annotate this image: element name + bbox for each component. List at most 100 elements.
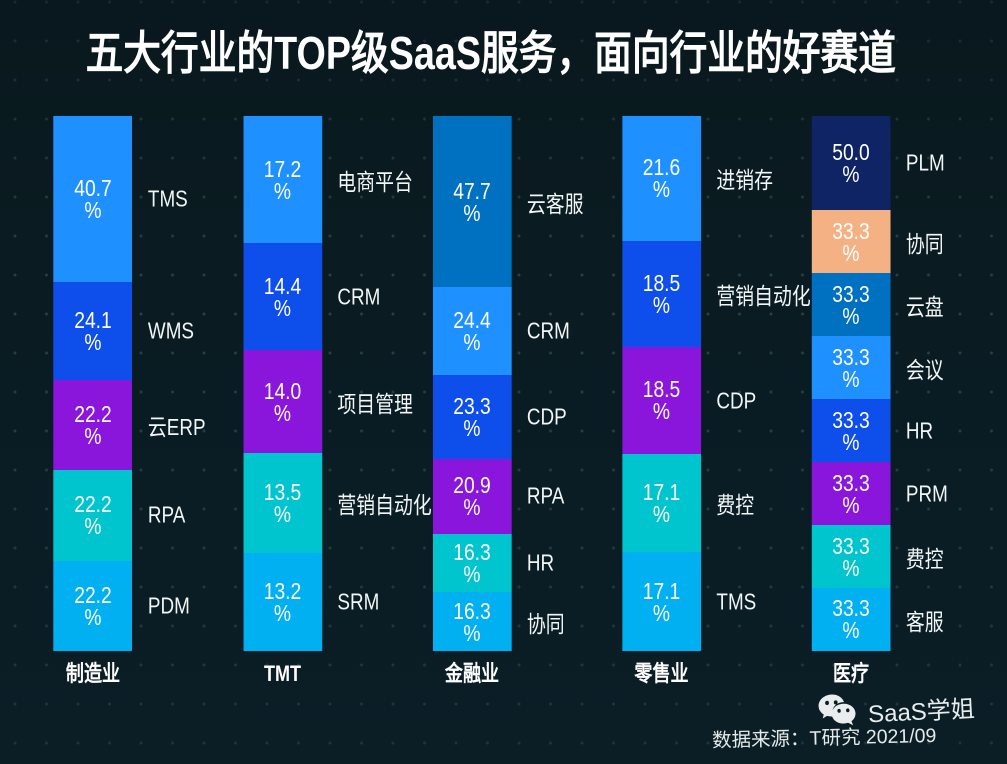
bar-segment-金融业-CRM: 24.4% [432,287,512,376]
segment-label-会议: 会议 [905,356,944,383]
bar-segment-医疗-会议: 33.3% [811,336,891,400]
segment-value: 33.3% [832,469,870,518]
segment-value: 33.3% [832,280,870,329]
segment-label-PLM: PLM [905,149,945,176]
bar-segment-金融业-云客服: 47.7% [432,116,512,288]
segment-label-TMS: TMS [716,588,757,615]
stacked-bar-制造业: 40.7% 24.1% 22.2% 22.2% 22.2% [53,116,133,651]
segment-label-CRM: CRM [526,317,570,344]
category-label-制造业: 制造业 [65,661,121,686]
segment-label-营销自动化: 营销自动化 [716,282,811,309]
segment-label-HR: HR [905,417,934,444]
segment-label-RPA: RPA [147,501,186,528]
segment-value: 22.2% [74,401,112,449]
watermark: SaaS学姐 [817,686,976,734]
stacked-bar-零售业: 21.6% 18.5% 18.5% 17.1% 17.1% [622,116,701,651]
bar-segment-零售业-进销存: 21.6% [622,116,701,241]
bar-segment-医疗-云盘: 33.3% [811,273,891,337]
segment-label-费控: 费控 [716,492,755,519]
category-label-金融业: 金融业 [444,661,500,686]
segment-label-协同: 协同 [526,610,565,637]
bar-segment-TMT-SRM: 13.2% [243,553,322,651]
segment-value: 14.0% [263,377,302,426]
segment-value: 22.2% [74,491,112,540]
segment-value: 33.3% [832,406,870,455]
page-title: 五大行业的TOP级SaaS服务，面向行业的好赛道 [85,27,896,79]
stacked-bar-金融业: 47.7% 24.4% 23.3% 20.9% 16.3% 16.3% [432,116,512,651]
segment-label-HR: HR [526,549,555,576]
segment-value: 33.3% [832,217,870,266]
segment-label-协同: 协同 [905,230,944,257]
bar-segment-医疗-费控: 33.3% [811,525,891,589]
segment-label-CDP: CDP [716,387,757,413]
bar-segment-金融业-HR: 16.3% [432,533,512,593]
segment-value: 18.5% [642,269,681,318]
segment-label-CDP: CDP [526,403,567,430]
bar-segment-金融业-CDP: 23.3% [432,375,512,459]
bar-segment-制造业-WMS: 24.1% [53,281,133,380]
wechat-icon [818,694,856,726]
bar-segment-金融业-协同: 16.3% [432,592,512,651]
data-source-note: 数据来源：T研究 2021/09 [711,724,937,752]
bar-segment-TMT-营销自动化: 13.5% [243,453,322,554]
bar-segment-TMT-项目管理: 14.0% [243,349,322,454]
segment-label-客服: 客服 [905,608,944,635]
segment-label-项目管理: 项目管理 [337,390,413,417]
segment-label-PDM: PDM [147,592,190,619]
segment-value: 17.1% [642,577,681,626]
bar-segment-医疗-客服: 33.3% [811,588,891,651]
bar-segment-制造业-RPA: 22.2% [53,470,133,561]
segment-value: 13.2% [263,578,302,627]
segment-value: 18.5% [642,376,681,425]
category-label-零售业: 零售业 [634,661,689,686]
segment-label-PRM: PRM [905,480,948,507]
segment-label-云客服: 云客服 [526,190,584,217]
segment-value: 22.2% [74,581,112,630]
bar-segment-零售业-TMS: 17.1% [622,552,701,651]
bar-segment-制造业-PDM: 22.2% [53,560,133,651]
segment-value: 24.1% [74,306,112,355]
bar-segment-医疗-协同: 33.3% [811,210,891,274]
segment-label-RPA: RPA [526,482,565,509]
segment-value: 14.4% [263,272,302,321]
stacked-bar-医疗: 50.0% 33.3% 33.3% 33.3% 33.3% 33.3% 33.3% 33.3% [811,116,891,651]
segment-label-营销自动化: 营销自动化 [337,492,432,519]
segment-value: 23.3% [453,392,491,441]
segment-label-进销存: 进销存 [716,167,774,194]
segment-value: 16.3% [453,597,491,646]
bar-segment-制造业-TMS: 40.7% [53,116,133,282]
bar-segment-零售业-CDP: 18.5% [622,347,701,454]
segment-label-云ERP: 云ERP [147,414,206,441]
segment-value: 33.3% [832,343,870,392]
segment-label-TMS: TMS [147,185,188,212]
segment-value: 40.7% [74,174,112,223]
bar-segment-TMT-电商平台: 17.2% [243,116,322,244]
segment-value: 50.0% [832,139,870,188]
segment-value: 21.6% [642,154,681,203]
stacked-bar-TMT: 17.2% 14.4% 14.0% 13.5% 13.2% [243,116,322,651]
segment-value: 17.1% [642,479,681,528]
segment-value: 24.4% [453,307,491,356]
segment-label-WMS: WMS [147,317,195,344]
bar-segment-医疗-PLM: 50.0% [811,116,891,211]
segment-value: 17.2% [263,155,302,204]
segment-label-SRM: SRM [337,588,380,615]
segment-value: 20.9% [453,472,491,521]
segment-value: 16.3% [453,539,491,588]
bar-segment-医疗-PRM: 33.3% [811,462,891,526]
segment-value: 33.3% [832,532,870,581]
segment-value: 47.7% [453,177,491,226]
segment-value: 33.3% [832,595,870,644]
category-label-医疗: 医疗 [832,661,870,686]
segment-label-云盘: 云盘 [905,293,944,320]
category-label-TMT: TMT [263,661,302,686]
bar-segment-金融业-RPA: 20.9% [432,458,512,534]
segment-label-费控: 费控 [905,545,944,572]
bar-segment-零售业-营销自动化: 18.5% [622,240,701,348]
segment-value: 13.5% [263,479,302,528]
bar-segment-TMT-CRM: 14.4% [243,243,322,350]
bar-segment-零售业-费控: 17.1% [622,453,701,553]
